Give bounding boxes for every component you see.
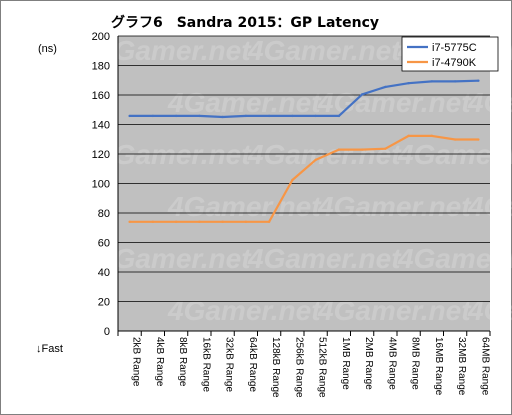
- data-point: [337, 114, 341, 118]
- legend-label: i7-5775C: [432, 42, 477, 54]
- watermark-text: 4Gamer.net: [397, 139, 512, 170]
- x-tick-label: 128kB Range: [270, 337, 281, 398]
- series-line-i7-4790K: [129, 134, 479, 223]
- data-point: [198, 220, 201, 224]
- y-axis-label: (ns): [38, 43, 57, 55]
- watermark-text: 4Gamer.net: [467, 295, 512, 326]
- plot-area: 4Gamer.net4Gamer.net4Gamer.net4Gamer.net…: [92, 31, 512, 398]
- y-tick-label: 120: [92, 149, 110, 161]
- chart-title: グラフ6 Sandra 2015：GP Latency: [111, 14, 379, 31]
- watermark-text: 4Gamer.net: [467, 191, 512, 222]
- watermark-text: 4Gamer.net: [97, 243, 252, 274]
- watermark-text: 4Gamer.net: [317, 191, 472, 222]
- data-point: [407, 134, 410, 138]
- data-point: [244, 220, 248, 224]
- data-point: [430, 134, 434, 138]
- series-line-i7-5775C: [129, 79, 479, 119]
- x-tick-label: 4MB Range: [386, 337, 397, 390]
- legend-label: i7-4790K: [432, 57, 477, 69]
- x-tick-label: 32MB Range: [456, 337, 467, 396]
- y-tick-label: 20: [98, 297, 110, 309]
- data-point: [151, 114, 155, 118]
- watermark-text: 4Gamer.net: [167, 295, 322, 326]
- data-point: [407, 82, 410, 85]
- y-tick-label: 80: [98, 208, 110, 220]
- y-tick-label: 200: [92, 31, 110, 43]
- x-tick-label: 64MB Range: [479, 337, 490, 396]
- watermark-text: 4Gamer.net: [167, 191, 322, 222]
- data-point: [337, 148, 341, 151]
- data-point: [198, 114, 201, 118]
- data-point: [174, 114, 178, 118]
- data-point: [314, 158, 317, 162]
- legend-box: [401, 36, 499, 72]
- x-tick-label: 256kB Range: [293, 337, 304, 398]
- x-tick-label: 512kB Range: [317, 337, 328, 398]
- data-point: [244, 114, 248, 118]
- watermark-text: 4Gamer.net: [97, 35, 252, 66]
- data-point: [360, 93, 364, 96]
- data-point: [221, 115, 224, 119]
- watermark-text: 4Gamer.net: [247, 35, 402, 66]
- data-point: [267, 220, 271, 224]
- watermark-text: 4Gamer.net: [317, 295, 472, 326]
- watermark-text: 4Gamer.net: [247, 243, 402, 274]
- x-tick-label: 32kB Range: [224, 337, 235, 392]
- data-point: [128, 220, 131, 224]
- data-point: [384, 85, 387, 89]
- data-point: [453, 80, 457, 83]
- y-tick-label: 180: [92, 61, 110, 73]
- y-tick-label: 60: [98, 238, 110, 250]
- data-point: [267, 114, 271, 118]
- x-tick-label: 64kB Range: [247, 337, 258, 392]
- legend: i7-5775C i7-4790K: [401, 36, 499, 72]
- watermark-text: 4Gamer.net: [97, 139, 252, 170]
- data-point: [360, 148, 364, 151]
- y-axis-note: ↓Fast: [36, 343, 63, 355]
- data-point: [291, 114, 294, 118]
- data-point: [384, 147, 387, 150]
- watermark-text: 4Gamer.net: [467, 87, 512, 118]
- y-tick-label: 40: [98, 267, 110, 279]
- x-tick-label: 2kB Range: [131, 337, 142, 387]
- x-tick-label: 8MB Range: [410, 337, 421, 390]
- data-point: [314, 114, 317, 118]
- watermark-text: 4Gamer.net: [167, 87, 322, 118]
- data-point: [151, 220, 155, 224]
- y-tick-label: 100: [92, 179, 110, 191]
- data-point: [291, 178, 294, 182]
- y-tick-label: 0: [104, 326, 110, 338]
- data-point: [477, 79, 480, 82]
- data-point: [477, 138, 480, 141]
- data-point: [174, 220, 178, 224]
- x-tick-label: 4kB Range: [154, 337, 165, 387]
- x-tick-label: 1MB Range: [340, 337, 351, 390]
- data-point: [221, 220, 224, 224]
- x-tick-label: 16MB Range: [433, 337, 444, 396]
- data-point: [430, 80, 434, 83]
- watermark-text: 4Gamer.net: [247, 139, 402, 170]
- y-tick-label: 140: [92, 120, 110, 132]
- data-point: [453, 138, 457, 141]
- x-tick-label: 8kB Range: [177, 337, 188, 387]
- x-tick-label: 2MB Range: [363, 337, 374, 390]
- y-tick-label: 160: [92, 90, 110, 102]
- data-point: [128, 114, 131, 118]
- watermark-text: 4Gamer.net: [397, 243, 512, 274]
- x-tick-label: 16kB Range: [200, 337, 211, 392]
